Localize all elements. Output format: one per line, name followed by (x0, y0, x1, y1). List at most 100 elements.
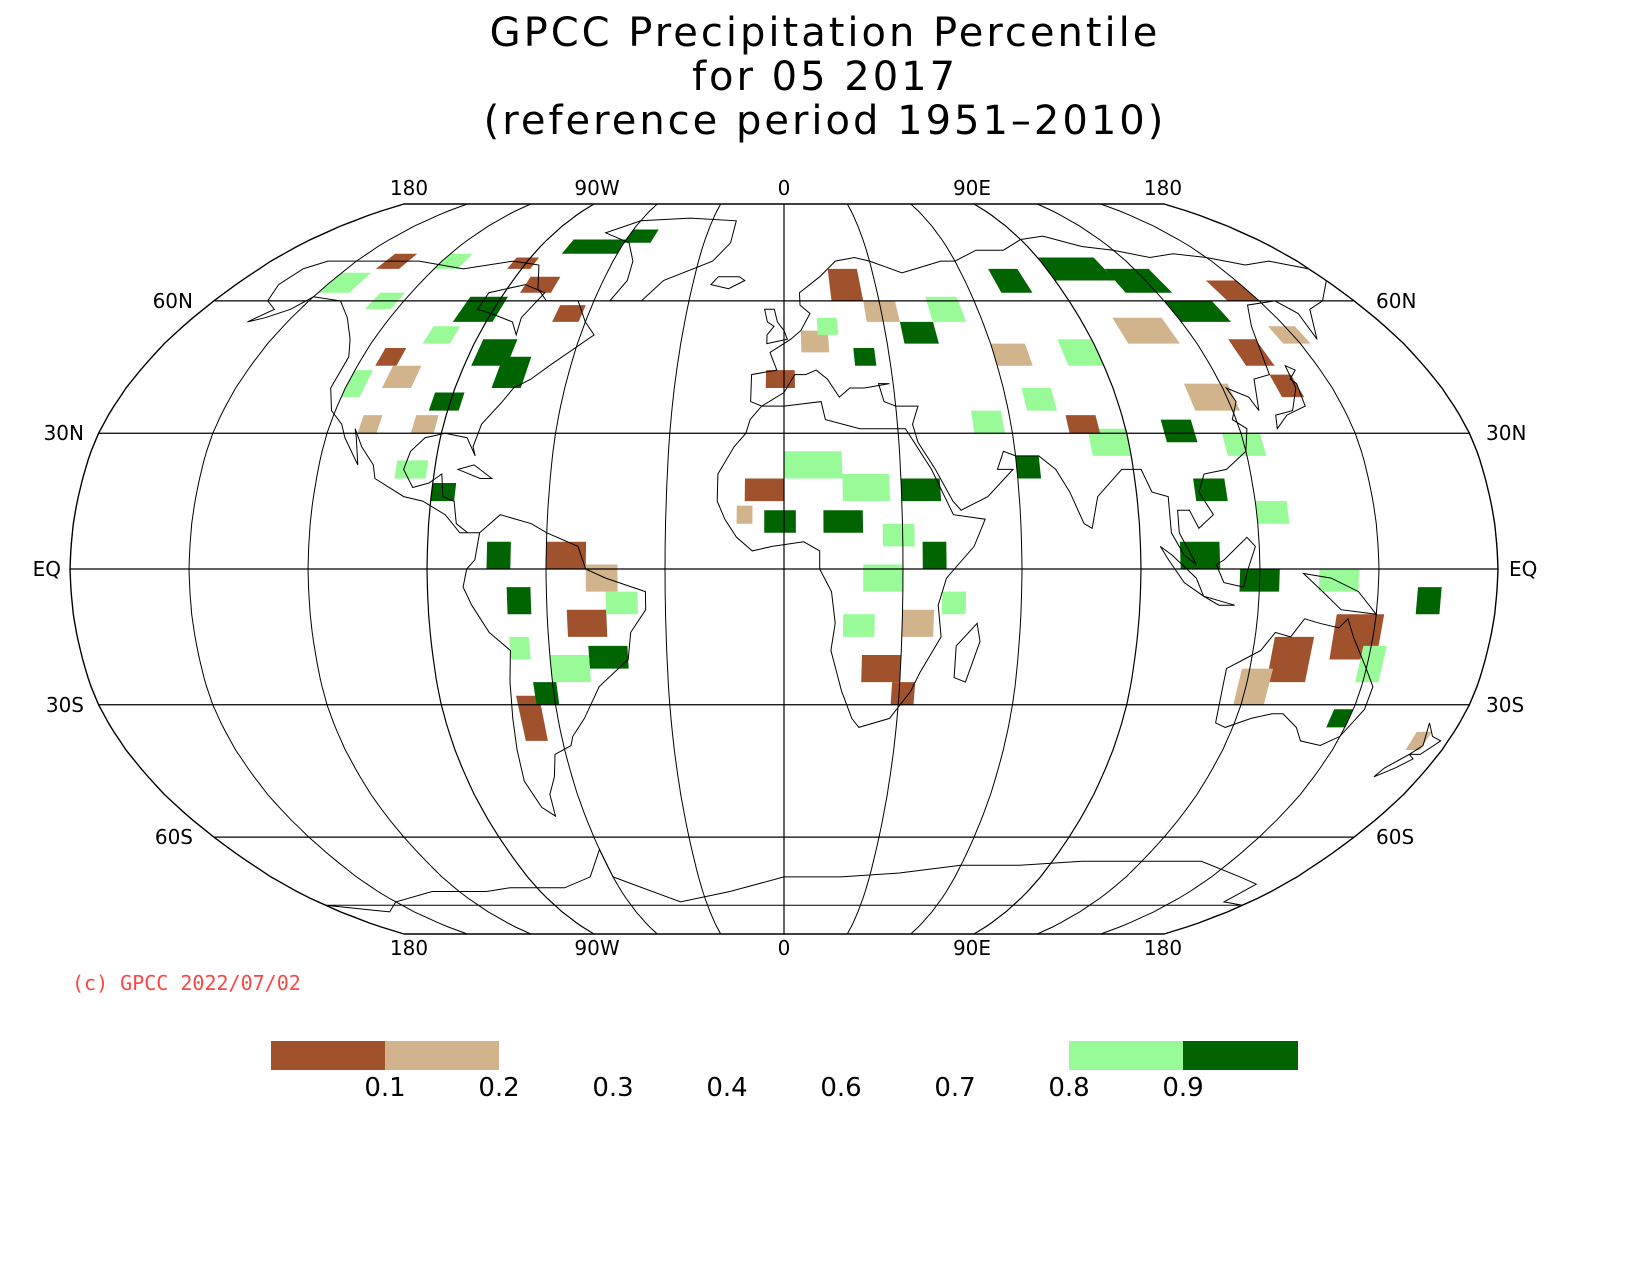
precip-cell (1021, 388, 1057, 411)
precip-cell (861, 655, 902, 683)
precip-cell (1355, 645, 1387, 683)
precip-cell (1318, 569, 1360, 592)
precip-cell (1164, 300, 1232, 322)
precip-cell (452, 296, 508, 322)
lon-label-bottom-180w: 180 (390, 936, 428, 960)
lat-label-right-60n: 60N (1376, 289, 1416, 313)
lat-label-left-60n: 60N (153, 289, 193, 313)
precip-cell (1183, 383, 1241, 411)
precip-cell (546, 541, 587, 569)
lon-label-top-0: 0 (778, 176, 791, 200)
title-line-1: GPCC Precipitation Percentile (490, 10, 1161, 56)
precip-cell (1228, 339, 1275, 366)
precip-cell (394, 460, 429, 479)
precip-cell (1405, 731, 1432, 750)
precip-cell (516, 695, 548, 741)
precip-cell (1065, 415, 1101, 434)
coastline (604, 217, 737, 302)
precip-cell (1087, 428, 1132, 456)
longitude-labels-bottom: 180 90W 0 90E 180 (390, 936, 1182, 960)
coastline (476, 284, 546, 337)
precip-cell (1233, 668, 1274, 705)
legend-tick-0-4: 0.4 (706, 1073, 747, 1103)
precip-cell (1205, 280, 1260, 301)
coastlines (247, 217, 1442, 913)
precip-cell (1057, 339, 1104, 366)
precip-cell (422, 326, 461, 344)
lat-label-right-60s: 60S (1376, 825, 1414, 849)
coastline (325, 847, 1258, 913)
precip-cell (1179, 541, 1221, 569)
precip-cell (823, 510, 864, 533)
map-area (69, 203, 1499, 935)
coastline (1203, 595, 1235, 606)
precip-cell (1037, 257, 1116, 281)
precip-cell (990, 343, 1033, 366)
coastline (1275, 364, 1306, 431)
precip-cell (1104, 268, 1173, 293)
lon-label-top-90e: 90E (953, 176, 991, 200)
coastline (1215, 536, 1256, 588)
precip-cell (486, 541, 511, 569)
coastline (953, 622, 981, 683)
lon-label-top-180w: 180 (390, 176, 428, 200)
precip-cell (561, 239, 627, 254)
precip-cell (552, 305, 586, 322)
precip-cell (765, 370, 795, 388)
precip-cell (842, 474, 890, 502)
lat-label-right-30s: 30S (1486, 693, 1524, 717)
precip-cell (744, 478, 784, 502)
precip-cell (925, 296, 967, 322)
graticule (70, 203, 1498, 935)
precip-cell (410, 415, 439, 434)
precip-cell (509, 636, 531, 660)
legend-tick-0-9: 0.9 (1162, 1073, 1203, 1103)
precip-cell (827, 268, 864, 301)
precip-cell (1193, 478, 1228, 502)
lat-label-left-30s: 30S (46, 693, 84, 717)
legend-swatch-above-0-9 (1183, 1041, 1298, 1070)
precip-cell (784, 451, 843, 479)
legend-tick-0-2: 0.2 (478, 1073, 519, 1103)
precip-cell (800, 330, 830, 353)
legend-tick-0-3: 0.3 (592, 1073, 633, 1103)
coastline (1407, 722, 1442, 755)
title-line-2: for 05 2017 (692, 54, 958, 100)
coastline (716, 401, 986, 728)
precip-cell (428, 392, 465, 411)
precip-cell (988, 268, 1033, 293)
lon-label-bottom-0: 0 (778, 936, 791, 960)
lon-label-bottom-90w: 90W (574, 936, 619, 960)
precip-cell (764, 510, 796, 533)
precip-cell (507, 257, 540, 269)
legend-tick-0-6: 0.6 (820, 1073, 861, 1103)
precip-cell (375, 348, 407, 366)
precip-cell (491, 356, 532, 388)
color-legend: 0.1 0.2 0.3 0.4 0.6 0.7 0.8 0.9 (271, 1041, 1298, 1103)
precip-cell (430, 483, 457, 502)
map-outline (69, 203, 1499, 935)
precip-cell (1015, 455, 1042, 479)
precip-cell (901, 609, 935, 637)
precip-cell (1112, 317, 1180, 344)
longitude-labels-top: 180 90W 0 90E 180 (390, 176, 1182, 200)
legend-swatch-0-1-to-0-2 (385, 1041, 499, 1070)
copyright-note: (c) GPCC 2022/07/02 (72, 971, 301, 995)
precip-cell (941, 591, 967, 615)
lon-label-top-90w: 90W (574, 176, 619, 200)
precip-cell (736, 505, 753, 524)
precip-cell (520, 276, 561, 293)
latitude-labels-right: 60N 30N EQ 30S 60S (1376, 289, 1537, 849)
precip-cell (863, 564, 903, 592)
precip-cell (890, 682, 916, 705)
title-line-3: (reference period 1951–2010) (484, 98, 1167, 144)
coastline (247, 260, 595, 534)
coastline (750, 235, 1327, 565)
coastline (763, 308, 789, 345)
precip-cell (900, 478, 942, 502)
precip-cell (899, 321, 939, 344)
precip-cell (585, 564, 618, 592)
lon-label-bottom-180e: 180 (1144, 936, 1182, 960)
title: GPCC Precipitation Percentile for 05 201… (484, 10, 1167, 144)
